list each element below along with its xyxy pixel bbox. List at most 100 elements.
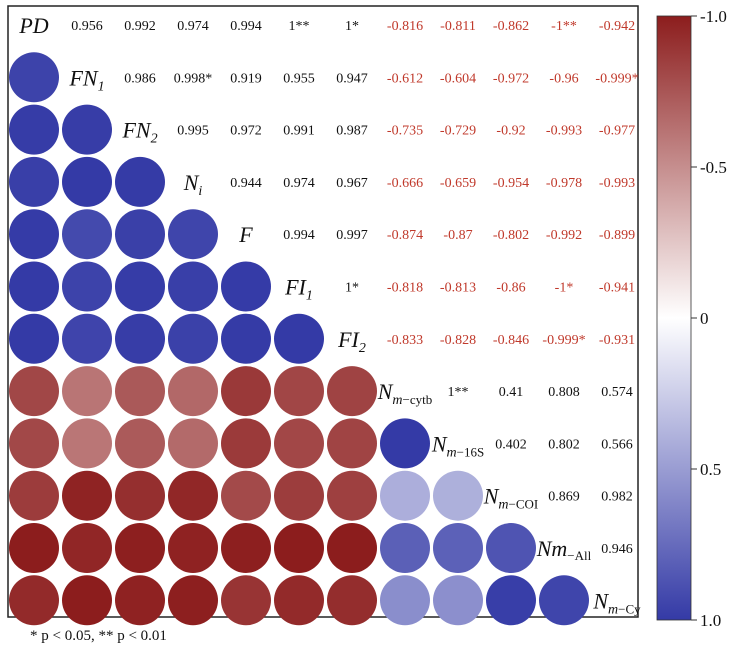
corr-label: -0.92 bbox=[496, 124, 525, 139]
corr-label: -0.977 bbox=[599, 124, 635, 139]
variable-label: FI2 bbox=[337, 327, 366, 356]
corr-circle bbox=[115, 366, 165, 417]
corr-circle bbox=[486, 523, 536, 573]
corr-circle bbox=[9, 366, 59, 417]
corr-label: 0.974 bbox=[283, 176, 315, 191]
colorbar-tick-label: -1.0 bbox=[700, 7, 727, 26]
corr-circle bbox=[9, 575, 59, 626]
corr-label: 0.808 bbox=[548, 385, 580, 400]
corr-circle bbox=[62, 575, 112, 626]
corr-circle bbox=[62, 470, 112, 521]
corr-circle bbox=[115, 313, 165, 364]
corr-circle bbox=[9, 104, 59, 155]
corr-label: -0.818 bbox=[387, 281, 423, 296]
corr-label: -0.954 bbox=[493, 176, 529, 191]
corr-circle bbox=[274, 523, 324, 573]
corr-label: -1** bbox=[551, 19, 577, 34]
corr-label: -0.992 bbox=[546, 228, 582, 243]
corr-circle bbox=[221, 470, 271, 521]
corr-circle bbox=[9, 209, 59, 260]
corr-circle bbox=[9, 313, 59, 364]
plot-frame bbox=[7, 5, 639, 618]
corr-label: -0.828 bbox=[440, 333, 476, 348]
variable-label: Nm−cytb bbox=[377, 379, 433, 408]
corr-label: 0.986 bbox=[124, 71, 156, 86]
corr-circle bbox=[115, 523, 165, 573]
corr-circle bbox=[274, 418, 324, 469]
corr-circle bbox=[327, 470, 377, 521]
corr-label: -0.833 bbox=[387, 333, 423, 348]
corr-label: -0.735 bbox=[387, 124, 423, 139]
corr-circle bbox=[539, 575, 589, 626]
corr-label: 0.946 bbox=[601, 542, 633, 557]
corr-circle bbox=[168, 261, 218, 312]
corr-circle bbox=[327, 575, 377, 626]
corr-label: 0.994 bbox=[283, 228, 315, 243]
corr-label: 0.944 bbox=[230, 176, 262, 191]
corr-circle bbox=[486, 575, 536, 626]
corr-circle bbox=[62, 104, 112, 155]
corr-circle bbox=[221, 261, 271, 312]
corr-circle bbox=[9, 523, 59, 573]
corr-circle bbox=[9, 261, 59, 312]
corr-label: 0.987 bbox=[336, 124, 368, 139]
corr-circle bbox=[115, 575, 165, 626]
corr-label: 0.994 bbox=[230, 19, 262, 34]
colorbar-tick-label: 1.0 bbox=[700, 611, 721, 630]
corr-label: -0.942 bbox=[599, 19, 635, 34]
corr-circle bbox=[433, 523, 483, 573]
corr-circle bbox=[62, 209, 112, 260]
corr-circle bbox=[115, 470, 165, 521]
corr-label: -0.993 bbox=[599, 176, 635, 191]
corr-circle bbox=[115, 156, 165, 207]
corr-label: -0.999* bbox=[595, 71, 638, 86]
corr-label: 0.956 bbox=[71, 19, 103, 34]
corr-label: -0.612 bbox=[387, 71, 423, 86]
corr-label: 0.982 bbox=[601, 490, 633, 505]
corr-label: -0.659 bbox=[440, 176, 476, 191]
corr-circle bbox=[380, 575, 430, 626]
corr-label: 0.974 bbox=[177, 19, 209, 34]
corr-circle bbox=[274, 313, 324, 364]
corr-label: 0.967 bbox=[336, 176, 368, 191]
corr-circle bbox=[168, 418, 218, 469]
corr-label: 0.998* bbox=[174, 71, 213, 86]
corr-label: 1* bbox=[345, 281, 359, 296]
corr-label: -0.972 bbox=[493, 71, 529, 86]
corr-label: 0.955 bbox=[283, 71, 315, 86]
corr-label: -0.931 bbox=[599, 333, 635, 348]
corr-label: -0.604 bbox=[440, 71, 476, 86]
corr-label: 0.991 bbox=[283, 124, 315, 139]
corr-circle bbox=[380, 470, 430, 521]
corr-circle bbox=[9, 52, 59, 103]
corr-circle bbox=[221, 313, 271, 364]
corr-label: 0.869 bbox=[548, 490, 580, 505]
corr-label: 0.919 bbox=[230, 71, 262, 86]
corr-label: 1** bbox=[448, 385, 469, 400]
corr-label: 0.41 bbox=[499, 385, 524, 400]
corr-circle bbox=[168, 523, 218, 573]
corr-label: -0.862 bbox=[493, 19, 529, 34]
corr-label: -0.811 bbox=[440, 19, 476, 34]
corr-label: -0.813 bbox=[440, 281, 476, 296]
corr-circle bbox=[168, 209, 218, 260]
corr-circle bbox=[168, 313, 218, 364]
corr-circle bbox=[62, 261, 112, 312]
corr-label: 0.402 bbox=[495, 437, 527, 452]
variable-label: FN2 bbox=[121, 118, 157, 147]
corr-label: -0.96 bbox=[549, 71, 578, 86]
corr-circle bbox=[380, 523, 430, 573]
corr-circle bbox=[327, 366, 377, 417]
corr-circle bbox=[9, 156, 59, 207]
corr-label: -0.846 bbox=[493, 333, 529, 348]
corr-label: -0.86 bbox=[496, 281, 525, 296]
corr-circle bbox=[168, 575, 218, 626]
corr-label: -0.999* bbox=[542, 333, 585, 348]
colorbar: -1.0 -0.5 0 0.5 1.0 bbox=[656, 7, 727, 630]
corr-circle bbox=[274, 366, 324, 417]
corr-label: 0.992 bbox=[124, 19, 156, 34]
corr-circle bbox=[9, 418, 59, 469]
colorbar-tick-label: -0.5 bbox=[700, 158, 727, 177]
corr-circle bbox=[62, 523, 112, 573]
